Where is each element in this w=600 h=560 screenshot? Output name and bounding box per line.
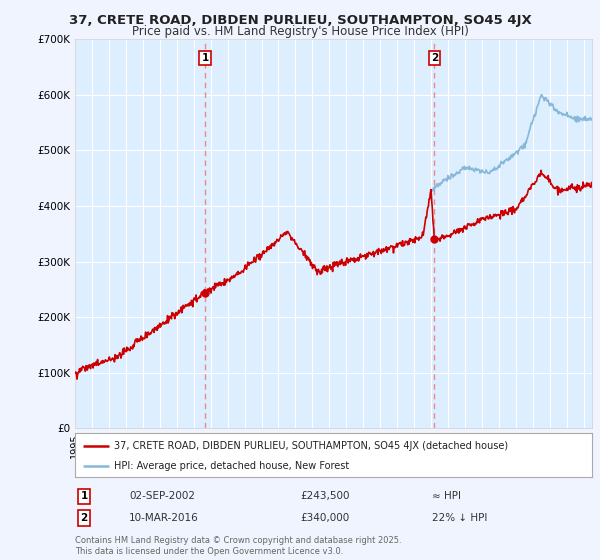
Text: £243,500: £243,500: [300, 491, 349, 501]
Text: 37, CRETE ROAD, DIBDEN PURLIEU, SOUTHAMPTON, SO45 4JX: 37, CRETE ROAD, DIBDEN PURLIEU, SOUTHAMP…: [68, 14, 532, 27]
Text: £340,000: £340,000: [300, 513, 349, 523]
Text: ≈ HPI: ≈ HPI: [432, 491, 461, 501]
Text: Price paid vs. HM Land Registry's House Price Index (HPI): Price paid vs. HM Land Registry's House …: [131, 25, 469, 38]
Text: 1: 1: [202, 53, 209, 63]
Text: 10-MAR-2016: 10-MAR-2016: [129, 513, 199, 523]
Text: HPI: Average price, detached house, New Forest: HPI: Average price, detached house, New …: [114, 461, 349, 471]
Text: 1: 1: [80, 491, 88, 501]
Text: 2: 2: [80, 513, 88, 523]
Text: 37, CRETE ROAD, DIBDEN PURLIEU, SOUTHAMPTON, SO45 4JX (detached house): 37, CRETE ROAD, DIBDEN PURLIEU, SOUTHAMP…: [114, 441, 508, 451]
Text: 02-SEP-2002: 02-SEP-2002: [129, 491, 195, 501]
Text: 2: 2: [431, 53, 438, 63]
Text: 22% ↓ HPI: 22% ↓ HPI: [432, 513, 487, 523]
Text: Contains HM Land Registry data © Crown copyright and database right 2025.
This d: Contains HM Land Registry data © Crown c…: [75, 536, 401, 556]
